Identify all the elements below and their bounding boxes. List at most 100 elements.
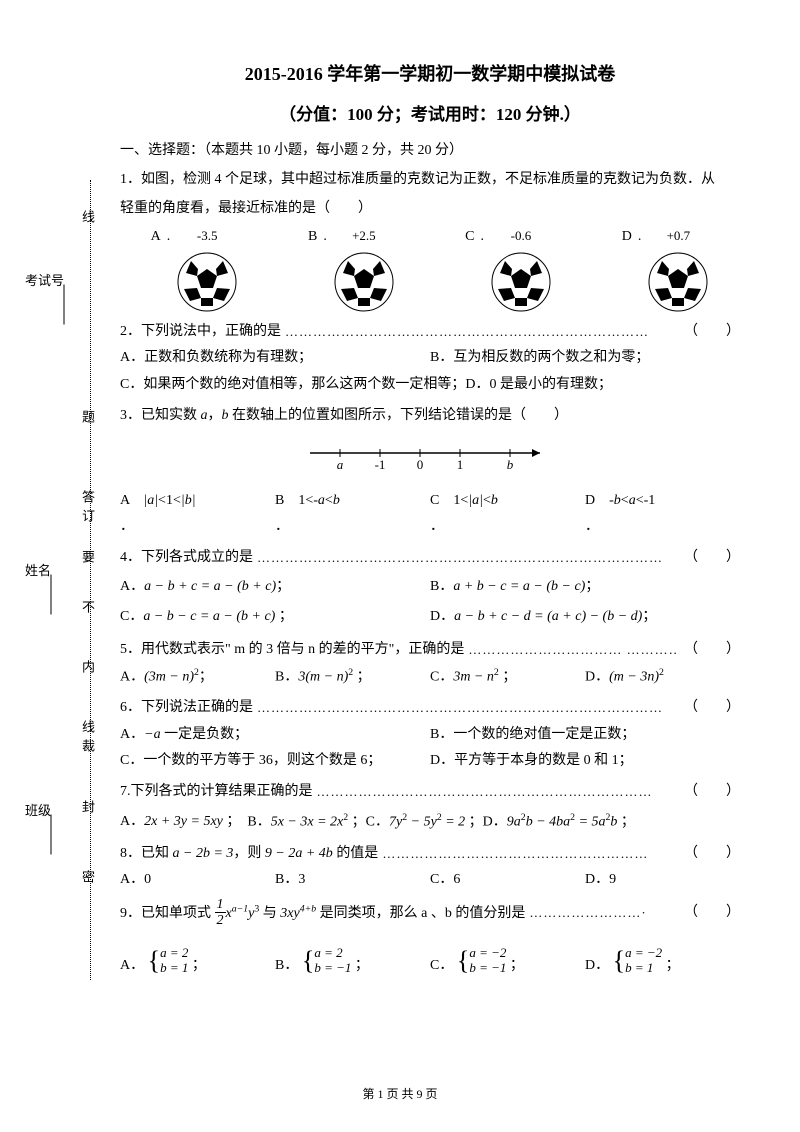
sidebar-char-8: 封 <box>78 800 97 819</box>
q5-opt-d: D．(m − 3n)2 <box>585 664 740 691</box>
q2-paren: （ ） <box>676 319 740 346</box>
q2-opt-c: C．如果两个数的绝对值相等，那么这两个数一定相等； <box>120 372 465 399</box>
q6-opt-b: B．一个数的绝对值一定是正数； <box>430 722 740 749</box>
sidebar-char-9: 密 <box>78 870 97 889</box>
q1-opt-c-letter: C <box>465 224 474 251</box>
question-9: 9．已知单项式 12xa−1y3 与 3xy4+b 是同类项，那么 a 、b 的… <box>120 898 740 985</box>
q1-text-line1: 1．如图，检测 4 个足球，其中超过标准质量的克数记为正数，不足标准质量的克数记… <box>120 167 740 194</box>
q1-opt-b: B . +2.5 <box>277 224 426 313</box>
q5-paren: （ ） <box>676 637 740 664</box>
q1-label-d: +0.7 <box>667 224 691 249</box>
sidebar-char-7: 线裁 <box>78 720 97 758</box>
q5-opt-b: B．3(m − n)2 ； <box>275 664 430 691</box>
q6-opt-a: A．−a 一定是负数； <box>120 722 430 749</box>
q7-text: 7.下列各式的计算结果正确的是 <box>120 779 313 806</box>
svg-text:-1: -1 <box>375 457 386 471</box>
q7-opt-c: C．7y2 − 5y2 = 2 ； <box>366 809 483 836</box>
q2-opt-a: A．正数和负数统称为有理数； <box>120 345 430 372</box>
question-1: 1．如图，检测 4 个足球，其中超过标准质量的克数记为正数，不足标准质量的克数记… <box>120 167 740 313</box>
q8-paren: （ ） <box>676 841 740 868</box>
q4-text: 4．下列各式成立的是 <box>120 545 253 572</box>
q1-options: A . -3.5 B . +2.5 C . <box>120 224 740 313</box>
question-3: 3．已知实数 a，b 在数轴上的位置如图所示，下列结论错误的是（ ） a -1 … <box>120 403 740 541</box>
q4-opt-c: C．a − b − c = a − (b + c) ； <box>120 602 430 633</box>
soccer-icon <box>176 251 238 313</box>
question-7: 7.下列各式的计算结果正确的是 ………………………………………………………………… <box>120 779 740 837</box>
question-2: 2．下列说法中，正确的是 …………………………………………………………………… … <box>120 319 740 399</box>
sidebar-char-3: 答订 <box>78 490 97 528</box>
q1-opt-a: A . -3.5 <box>120 224 269 313</box>
q4-opt-a: A．a − b + c = a − (b + c)； <box>120 572 430 603</box>
svg-text:b: b <box>507 457 514 471</box>
q9-opt-c: C． {a = −2b = −1 ； <box>430 936 585 985</box>
q9-paren: （ ） <box>676 900 740 927</box>
q5-text: 5．用代数式表示" m 的 3 倍与 n 的差的平方"，正确的是 <box>120 637 464 664</box>
exam-title-main: 2015-2016 学年第一学期初一数学期中模拟试卷 <box>120 60 740 86</box>
q7-opt-a: A．2x + 3y = 5xy ； <box>120 809 247 836</box>
svg-text:0: 0 <box>417 457 424 471</box>
q7-opt-b: B．5x − 3x = 2x2 ； <box>247 809 365 836</box>
q9-text: 9．已知单项式 12xa−1y3 与 3xy4+b 是同类项，那么 a 、b 的… <box>120 898 525 930</box>
q6-opt-d: D．平方等于本身的数是 0 和 1； <box>430 748 740 775</box>
q6-paren: （ ） <box>676 695 740 722</box>
q3-opt-c: C 1<|a|<b <box>430 488 585 515</box>
q7-paren: （ ） <box>676 779 740 806</box>
soccer-icon <box>333 251 395 313</box>
soccer-icon <box>647 251 709 313</box>
exam-seal-sidebar: 考试号 姓名 班级 线 题 答订 要 不 内 线裁 封 密 <box>30 180 110 980</box>
svg-text:1: 1 <box>457 457 464 471</box>
q8-dots: ………………………………………………… <box>378 842 676 867</box>
page-footer: 第 1 页 共 9 页 <box>0 1085 800 1102</box>
q5-opt-c: C．3m − n2 ； <box>430 664 585 691</box>
q1-text-line2: 轻重的角度看，最接近标准的是（ ） <box>120 196 740 223</box>
q1-opt-c: C . -0.6 <box>434 224 583 313</box>
sidebar-char-5: 不 <box>78 600 97 619</box>
q3-number-line: a -1 0 1 b <box>120 435 740 482</box>
question-5: 5．用代数式表示" m 的 3 倍与 n 的差的平方"，正确的是 …………………… <box>120 637 740 691</box>
question-8: 8．已知 a − 2b = 3，则 9 − 2a + 4b 的值是 ………………… <box>120 841 740 894</box>
q8-opt-b: B．3 <box>275 867 430 894</box>
q4-opt-d: D．a − b + c − d = (a + c) − (b − d)； <box>430 602 740 633</box>
q9-opt-a: A． {a = 2b = 1 ； <box>120 936 275 985</box>
q8-opt-d: D．9 <box>585 867 740 894</box>
sidebar-char-1: 线 <box>78 210 97 229</box>
q2-opt-b: B．互为相反数的两个数之和为零； <box>430 345 740 372</box>
q1-opt-b-letter: B <box>308 224 317 251</box>
q7-opt-d: D．9a2b − 4ba2 = 5a2b ； <box>483 809 635 836</box>
q4-dots: …………………………………………………………………………… <box>253 546 676 571</box>
question-4: 4．下列各式成立的是 ……………………………………………………………………………… <box>120 545 740 633</box>
q8-text: 8．已知 a − 2b = 3，则 9 − 2a + 4b 的值是 <box>120 841 378 868</box>
q1-label-a: -3.5 <box>197 224 218 249</box>
q2-text: 2．下列说法中，正确的是 <box>120 319 281 346</box>
question-6: 6．下列说法正确的是 ……………………………………………………………………………… <box>120 695 740 775</box>
soccer-icon <box>490 251 552 313</box>
q5-opt-a: A．(3m − n)2； <box>120 664 275 691</box>
q2-dots: …………………………………………………………………… <box>281 320 676 345</box>
q1-opt-d: D . +0.7 <box>591 224 740 313</box>
q8-opt-c: C．6 <box>430 867 585 894</box>
q1-label-b: +2.5 <box>352 224 376 249</box>
q9-dots: ……………………· <box>525 901 676 926</box>
sidebar-dotted-line <box>90 180 91 980</box>
q6-opt-c: C．一个数的平方等于 36，则这个数是 6； <box>120 748 430 775</box>
sidebar-label-examno: 考试号 <box>25 270 104 289</box>
sidebar-char-6: 内 <box>78 660 97 679</box>
q2-opt-d: D．0 是最小的有理数； <box>465 372 612 399</box>
q1-label-c: -0.6 <box>511 224 532 249</box>
exam-title-sub: （分值：100 分；考试用时：120 分钟.） <box>120 100 740 125</box>
q3-text: 3．已知实数 a，b 在数轴上的位置如图所示，下列结论错误的是（ ） <box>120 403 740 430</box>
q3-opt-b: B 1<-a<b <box>275 488 430 515</box>
q1-opt-d-letter: D <box>622 224 632 251</box>
q1-opt-a-letter: A <box>151 224 161 251</box>
sidebar-char-2: 题 <box>78 410 97 429</box>
q3-opt-d: D -b<a<-1 <box>585 488 740 515</box>
q6-dots: …………………………………………………………………………… <box>253 696 676 721</box>
sidebar-char-4: 要 <box>78 550 97 569</box>
q5-dots: …………………………… …………… <box>464 638 676 663</box>
q6-text: 6．下列说法正确的是 <box>120 695 253 722</box>
q8-opt-a: A．0 <box>120 867 275 894</box>
q3-opt-a: A |a|<1<|b| <box>120 488 275 515</box>
q9-opt-d: D． {a = −2b = 1 ； <box>585 936 740 985</box>
section-1-header: 一、选择题：（本题共 10 小题，每小题 2 分，共 20 分） <box>120 139 740 159</box>
q7-dots: ……………………………………………………………… <box>313 780 677 805</box>
